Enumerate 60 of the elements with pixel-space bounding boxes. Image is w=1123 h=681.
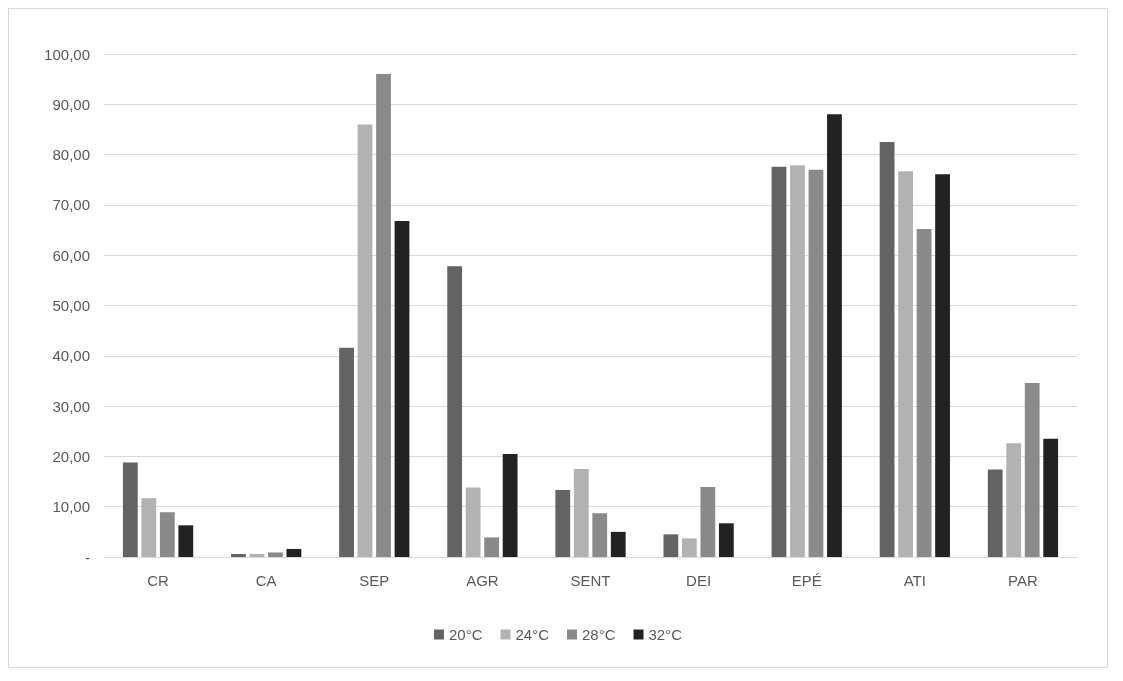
bar [681, 538, 697, 557]
bar [465, 487, 481, 557]
bar [268, 552, 283, 557]
x-tick-label: PAR [1008, 572, 1038, 589]
legend-label: 20°C [448, 626, 483, 643]
y-tick-label: - [85, 548, 90, 566]
x-tick-label: CR [147, 572, 170, 589]
y-tick-label: 80,00 [52, 146, 90, 164]
bar [1006, 443, 1022, 557]
x-tick-label: CA [255, 572, 277, 589]
bar [700, 487, 716, 557]
x-tick-label: ATI [903, 572, 926, 589]
bar [159, 512, 175, 557]
bar [573, 468, 589, 557]
bar [916, 229, 932, 557]
bar [178, 525, 194, 557]
bar [1043, 438, 1059, 557]
legend-label: 24°C [515, 626, 550, 643]
y-tick-label: 20,00 [52, 447, 90, 465]
bar [286, 548, 302, 557]
bar [610, 531, 626, 557]
bar [808, 169, 824, 557]
y-tick-label: 50,00 [52, 297, 90, 314]
bar [1024, 382, 1040, 557]
bar [141, 498, 157, 557]
y-tick-label: 10,00 [52, 498, 90, 516]
bar [898, 171, 913, 557]
bar [592, 513, 608, 557]
bar [376, 74, 391, 557]
bar [663, 534, 679, 557]
bar [231, 553, 246, 557]
bar [502, 453, 518, 557]
y-tick-label: 30,00 [52, 397, 90, 415]
bar [718, 523, 734, 557]
bar [357, 124, 373, 557]
x-tick-label: DEI [686, 572, 712, 589]
y-tick-label: 40,00 [52, 347, 90, 365]
bar [122, 462, 138, 557]
y-tick-label: 100,00 [44, 45, 90, 63]
bar [771, 166, 787, 557]
bar [790, 165, 805, 557]
y-tick-label: 70,00 [52, 196, 90, 214]
y-tick-label: 60,00 [52, 246, 90, 264]
legend-label: 32°C [648, 626, 683, 643]
x-tick-label: SEP [359, 572, 390, 589]
bar [249, 553, 265, 557]
y-tick-label: 90,00 [52, 95, 90, 113]
bar [827, 114, 842, 557]
bar [935, 174, 950, 557]
legend-label: 28°C [582, 626, 616, 643]
bar [555, 490, 571, 557]
bar [339, 347, 354, 557]
bar [394, 221, 410, 557]
bar [879, 142, 895, 557]
x-tick-label: SENT [570, 572, 611, 589]
x-tick-label: EPÉ [791, 572, 822, 589]
bar [447, 266, 463, 557]
x-tick-label: AGR [466, 572, 499, 589]
bar [484, 537, 500, 557]
bar [987, 469, 1003, 557]
